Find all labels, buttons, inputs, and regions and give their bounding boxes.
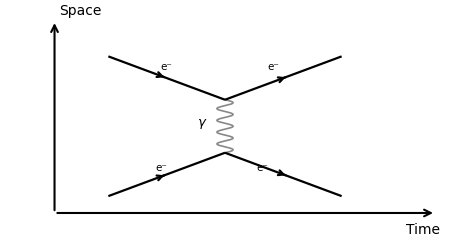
Text: e⁻: e⁻ (256, 163, 268, 173)
Text: Space: Space (59, 4, 101, 18)
Text: γ: γ (197, 116, 205, 129)
Text: e⁻: e⁻ (268, 62, 279, 72)
Text: e⁻: e⁻ (155, 163, 167, 173)
Text: Time: Time (406, 223, 441, 237)
Text: e⁻: e⁻ (160, 62, 172, 72)
